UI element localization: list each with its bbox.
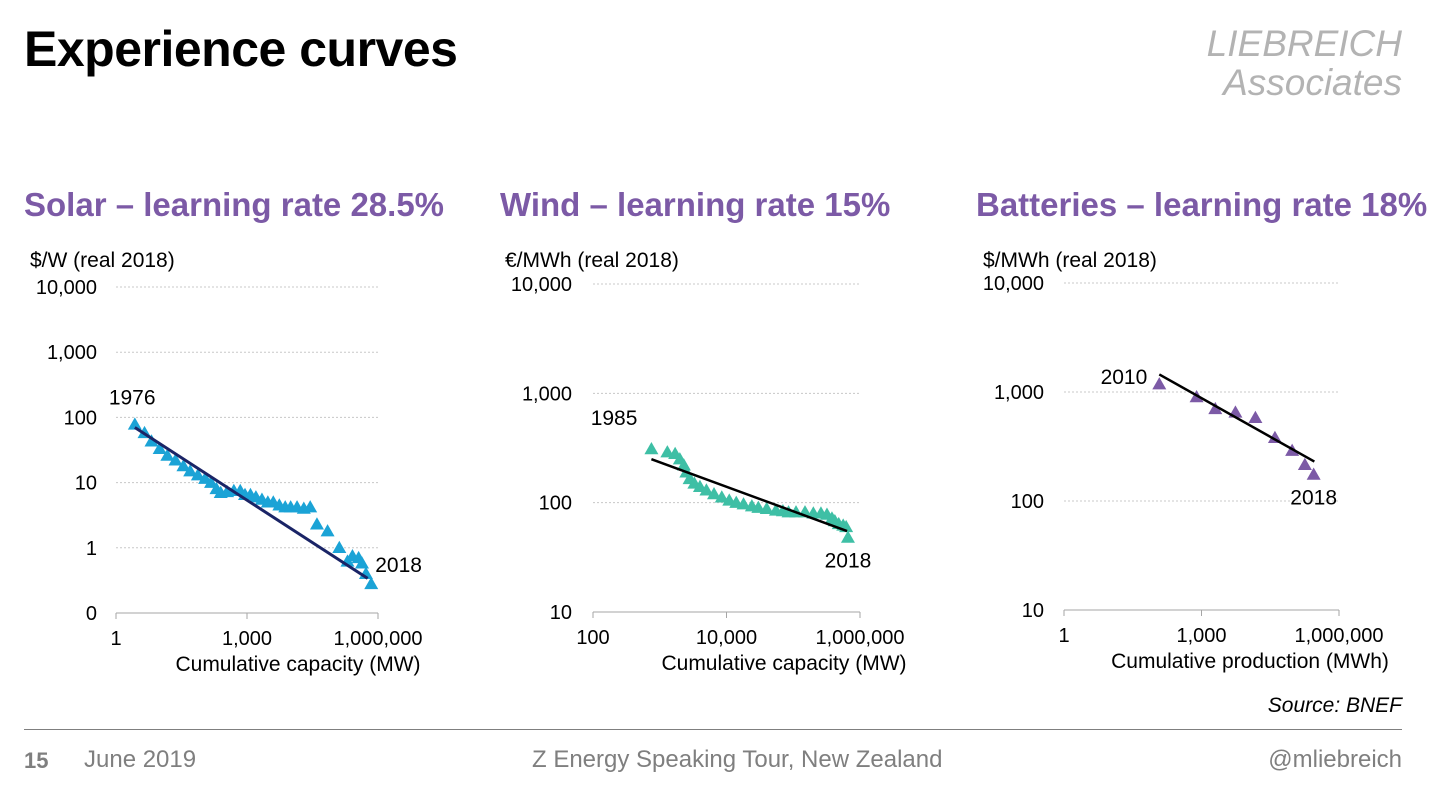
wind-y-tick-label: 1,000 bbox=[522, 383, 572, 405]
wind-data-point bbox=[707, 487, 722, 500]
footer-divider bbox=[24, 729, 1402, 730]
solar-data-point bbox=[183, 464, 198, 477]
solar-y-tick-label: 10 bbox=[75, 473, 97, 495]
company-logo: LIEBREICH Associates bbox=[1207, 24, 1402, 102]
solar-data-point bbox=[168, 453, 183, 466]
logo-line-2: Associates bbox=[1223, 62, 1402, 103]
solar-data-point bbox=[332, 540, 347, 554]
footer-handle: @mliebreich bbox=[1268, 746, 1402, 773]
wind-chart-title: Wind – learning rate 15% bbox=[500, 186, 891, 223]
wind-trendline bbox=[650, 457, 848, 533]
batteries-y-tick-label: 1,000 bbox=[994, 382, 1044, 404]
solar-data-point bbox=[354, 556, 369, 569]
wind-data-point bbox=[699, 483, 714, 496]
solar-y-tick-label: 1 bbox=[86, 538, 97, 560]
batteries-x-tick-label: 1 bbox=[1058, 625, 1069, 647]
solar-data-point bbox=[364, 576, 379, 590]
wind-y-unit-label: €/MWh (real 2018) bbox=[505, 249, 679, 272]
solar-x-tick-label: 1,000,000 bbox=[334, 628, 423, 650]
wind-data-point bbox=[644, 441, 659, 455]
wind-x-tick-label: 100 bbox=[576, 627, 609, 649]
wind-data-point bbox=[751, 500, 766, 513]
solar-data-point bbox=[320, 524, 335, 537]
batteries-annotation-2010: 2010 bbox=[1101, 366, 1148, 389]
solar-chart-title: Solar – learning rate 28.5% bbox=[24, 186, 445, 223]
batteries-y-tick-label: 100 bbox=[1011, 491, 1044, 513]
wind-annotation-1985: 1985 bbox=[591, 407, 638, 430]
wind-y-tick-label: 100 bbox=[539, 493, 572, 515]
page-title: Experience curves bbox=[24, 21, 458, 77]
footer-date: June 2019 bbox=[84, 746, 197, 773]
solar-annotation-2018: 2018 bbox=[375, 554, 422, 577]
source-note: Source: BNEF bbox=[1267, 694, 1402, 717]
batteries-data-point bbox=[1248, 410, 1263, 424]
batteries-y-tick-label: 10 bbox=[1022, 600, 1044, 622]
batteries-chart: 10 100 1,000 10,000 1 1,000 1,000,000 Cumulativ… bbox=[983, 273, 1389, 673]
wind-data-point bbox=[736, 497, 751, 510]
solar-y-unit-label: $/W (real 2018) bbox=[30, 249, 175, 272]
batteries-trendline bbox=[1158, 373, 1315, 463]
batteries-chart-title: Batteries – learning rate 18% bbox=[976, 186, 1428, 223]
wind-y-tick-label: 10,000 bbox=[511, 274, 572, 296]
solar-y-tick-label: 10,000 bbox=[36, 277, 97, 299]
solar-x-tick-label: 1,000 bbox=[222, 628, 272, 650]
solar-data-point bbox=[127, 417, 142, 430]
solar-data-point bbox=[204, 475, 219, 488]
wind-y-tick-label: 10 bbox=[550, 602, 572, 624]
solar-data-point bbox=[160, 448, 175, 461]
wind-x-tick-label: 1,000,000 bbox=[816, 627, 905, 649]
solar-x-axis-label: Cumulative capacity (MW) bbox=[175, 653, 420, 676]
wind-data-point bbox=[714, 490, 729, 503]
wind-annotation-2018: 2018 bbox=[825, 550, 872, 573]
solar-y-tick-label: 1,000 bbox=[47, 342, 97, 364]
solar-data-point bbox=[190, 468, 205, 481]
solar-data-point bbox=[303, 500, 318, 513]
batteries-data-point bbox=[1306, 467, 1321, 480]
solar-annotation-1976: 1976 bbox=[109, 386, 156, 409]
wind-data-point bbox=[759, 501, 774, 514]
logo-line-1: LIEBREICH bbox=[1206, 23, 1402, 64]
solar-y-tick-label: 100 bbox=[64, 407, 97, 429]
wind-x-axis-label: Cumulative capacity (MW) bbox=[661, 652, 906, 675]
solar-y-tick-label: 0 bbox=[86, 603, 97, 625]
batteries-x-tick-label: 1,000 bbox=[1176, 625, 1226, 647]
solar-data-point bbox=[152, 441, 167, 455]
solar-trendline bbox=[134, 426, 369, 580]
batteries-data-point bbox=[1208, 401, 1223, 415]
solar-data-point bbox=[176, 458, 191, 472]
footer-event: Z Energy Speaking Tour, New Zealand bbox=[532, 746, 943, 773]
batteries-x-tick-label: 1,000,000 bbox=[1295, 625, 1384, 647]
batteries-x-axis-label: Cumulative production (MWh) bbox=[1111, 650, 1389, 673]
batteries-annotation-2018: 2018 bbox=[1290, 487, 1337, 510]
wind-data-point bbox=[840, 530, 855, 543]
wind-x-tick-label: 10,000 bbox=[696, 627, 757, 649]
batteries-y-tick-label: 10,000 bbox=[983, 273, 1044, 295]
batteries-y-unit-label: $/MWh (real 2018) bbox=[983, 249, 1157, 272]
batteries-data-point bbox=[1152, 377, 1167, 390]
page-number: 15 bbox=[24, 748, 49, 773]
solar-x-tick-label: 1 bbox=[110, 628, 121, 650]
solar-data-point bbox=[309, 517, 324, 530]
batteries-data-point bbox=[1297, 457, 1312, 471]
solar-data-point bbox=[144, 434, 159, 447]
